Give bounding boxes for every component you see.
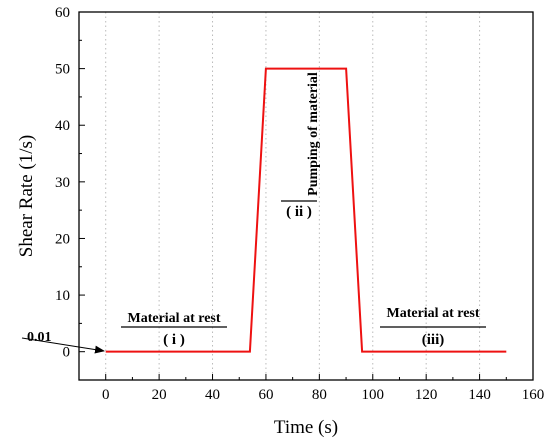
x-tick-labels: 0 20 40 60 80 100 120 140 160	[102, 387, 544, 403]
x-tick-label-1: 20	[152, 387, 167, 403]
x-tick-label-7: 140	[468, 387, 491, 403]
y-tick-label-5: 50	[55, 62, 70, 78]
plot-area-frame	[78, 11, 534, 381]
x-tick-label-8: 160	[522, 387, 545, 403]
y-tick-label-0: 0	[63, 345, 71, 361]
annotation-phase1-label: Material at rest	[127, 311, 220, 326]
annotation-phase3-index: (iii)	[422, 332, 445, 348]
y-axis-title: Shear Rate (1/s)	[16, 135, 37, 257]
y-tick-label-1: 10	[55, 288, 70, 304]
annotation-pointer-arrow	[21, 337, 105, 354]
annotation-phase2-index: ( ii )	[286, 204, 312, 220]
y-tick-label-6: 60	[55, 5, 70, 21]
annotation-phase3-label: Material at rest	[386, 306, 479, 321]
annotation-phase1-index: ( i )	[163, 332, 185, 348]
x-tick-label-6: 120	[415, 387, 438, 403]
x-tick-label-2: 40	[205, 387, 220, 403]
y-tick-label-4: 40	[55, 118, 70, 134]
y-tick-label-3: 30	[55, 175, 70, 191]
y-tick-labels: 0 10 20 30 40 50 60	[55, 5, 70, 361]
x-tick-label-4: 80	[312, 387, 327, 403]
annotation-pointer-value: 0.01	[27, 330, 52, 345]
series-line-shear-rate	[105, 67, 507, 353]
x-axis-title: Time (s)	[274, 417, 338, 438]
grid	[105, 12, 481, 380]
x-tick-label-3: 60	[258, 387, 273, 403]
x-tick-label-0: 0	[102, 387, 110, 403]
x-tick-label-5: 100	[362, 387, 385, 403]
annotation-phase2-label: Pumping of material	[306, 72, 321, 196]
y-tick-label-2: 20	[55, 231, 70, 247]
